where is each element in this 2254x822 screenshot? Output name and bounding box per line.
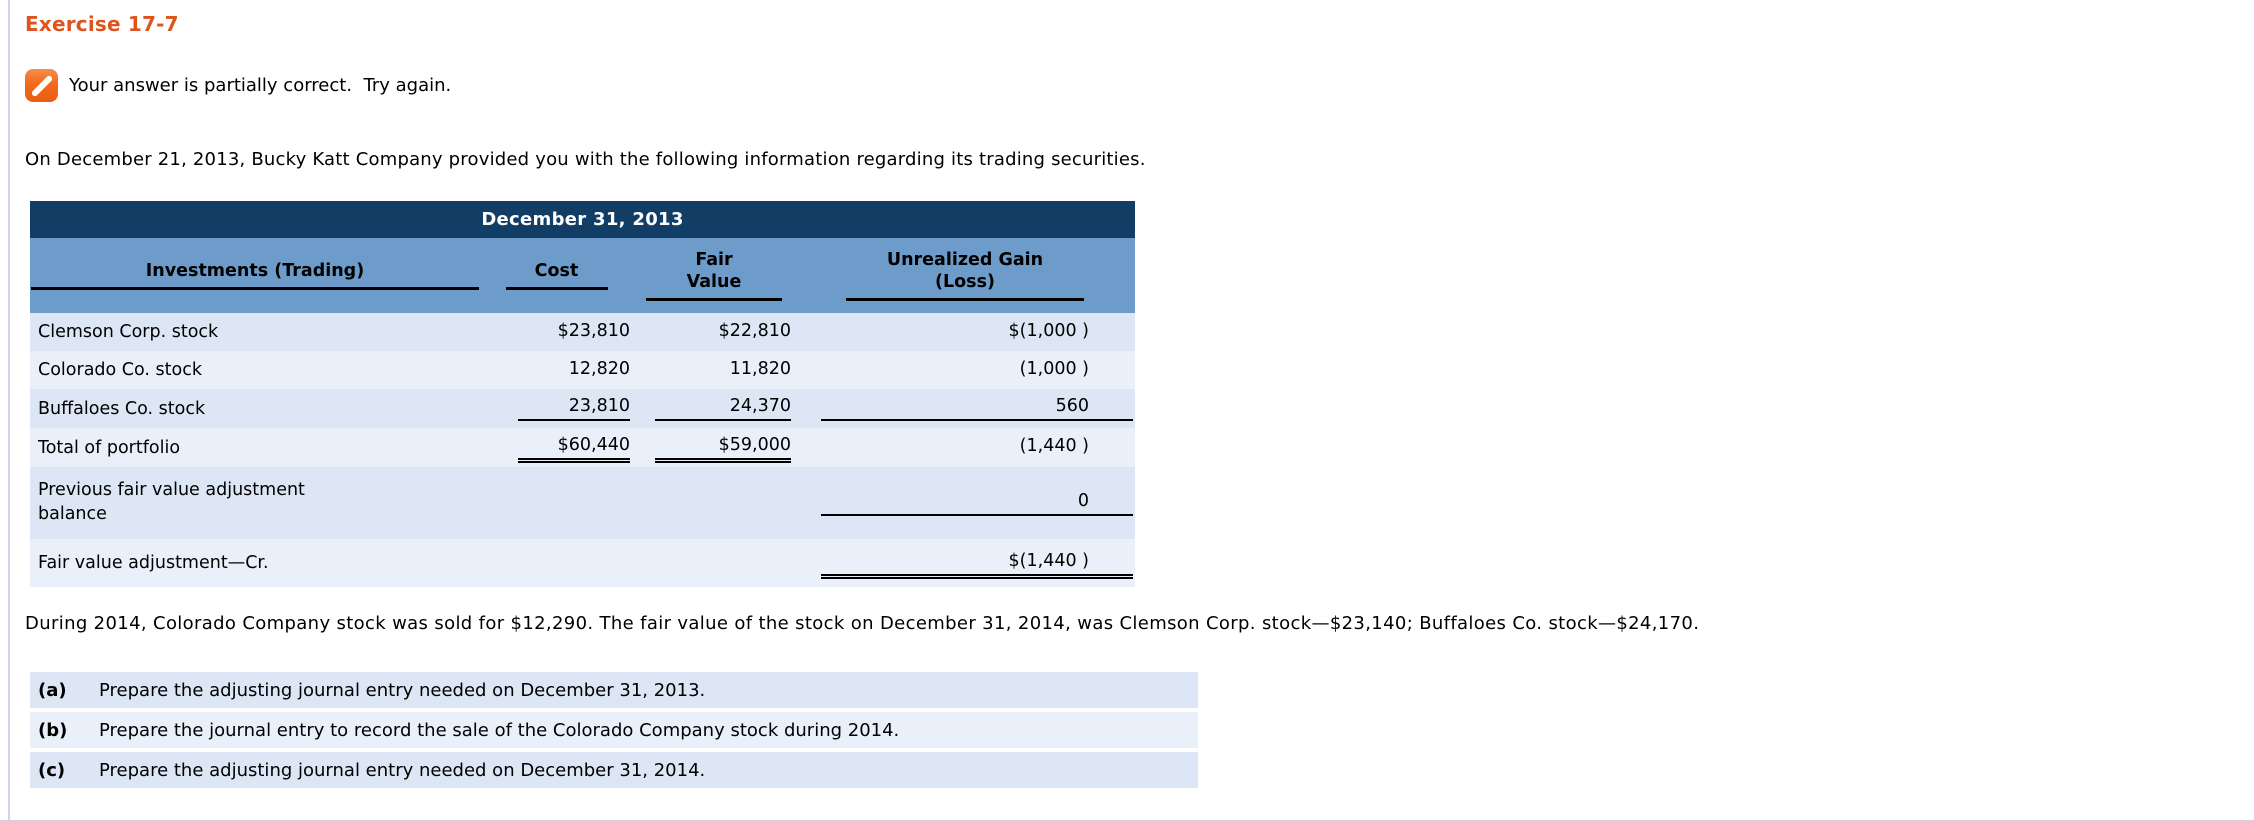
fair-value: $22,810 [633, 313, 795, 351]
fair-value: 11,820 [633, 351, 795, 389]
task-label: (c) [38, 759, 66, 781]
row-label: Fair value adjustment—Cr. [30, 539, 480, 587]
unrealized-value: 0 [795, 467, 1135, 539]
row-label: Clemson Corp. stock [30, 313, 480, 351]
row-label: Previous fair value adjustment balance [30, 467, 480, 539]
task-row-a: (a) Prepare the adjusting journal entry … [30, 672, 1198, 708]
intro-paragraph: On December 21, 2013, Bucky Katt Company… [25, 149, 1146, 170]
table-row-buffaloes: Buffaloes Co. stock 23,810 24,370 560 [30, 389, 1135, 428]
col-header-cost: Cost [480, 238, 633, 313]
task-text: Prepare the adjusting journal entry need… [99, 759, 706, 781]
table-header-row: Investments (Trading) Cost Fair Value Un… [30, 238, 1135, 313]
table-row-total: Total of portfolio $60,440 $59,000 (1,44… [30, 428, 1135, 467]
row-label: Colorado Co. stock [30, 351, 480, 389]
table-row-previous-balance: Previous fair value adjustment balance 0 [30, 467, 1135, 539]
left-border-rule [8, 0, 10, 822]
fair-value [633, 539, 795, 587]
task-label: (a) [38, 679, 67, 701]
unrealized-value: $(1,000 ) [795, 313, 1135, 351]
unrealized-value: (1,440 ) [795, 428, 1135, 467]
table-row-colorado: Colorado Co. stock 12,820 11,820 (1,000 … [30, 351, 1135, 389]
fair-value: $59,000 [633, 428, 795, 467]
unrealized-value: 560 [795, 389, 1135, 428]
task-row-c: (c) Prepare the adjusting journal entry … [30, 752, 1198, 788]
row-label: Buffaloes Co. stock [30, 389, 480, 428]
table-title: December 31, 2013 [30, 201, 1135, 238]
cost-value: $23,810 [480, 313, 633, 351]
table-row-fair-value-adjustment: Fair value adjustment—Cr. $(1,440 ) [30, 539, 1135, 587]
cost-value: 12,820 [480, 351, 633, 389]
table-row-clemson: Clemson Corp. stock $23,810 $22,810 $(1,… [30, 313, 1135, 351]
col-header-fair-value: Fair Value [633, 238, 795, 313]
exercise-content: Exercise 17-7 Your answer is partially c… [25, 12, 2254, 788]
col-header-unrealized: Unrealized Gain (Loss) [795, 238, 1135, 313]
page-title: Exercise 17-7 [25, 12, 179, 36]
narrative-paragraph: During 2014, Colorado Company stock was … [25, 613, 1700, 634]
partial-credit-pencil-icon [25, 69, 58, 102]
task-text: Prepare the adjusting journal entry need… [99, 679, 706, 701]
cost-value: 23,810 [480, 389, 633, 428]
table-title-row: December 31, 2013 [30, 201, 1135, 238]
status-banner: Your answer is partially correct. Try ag… [25, 69, 2254, 102]
row-label: Total of portfolio [30, 428, 480, 467]
cost-value [480, 539, 633, 587]
task-text: Prepare the journal entry to record the … [99, 719, 900, 741]
status-message: Your answer is partially correct. Try ag… [69, 75, 452, 96]
cost-value [480, 467, 633, 539]
bottom-border-rule [0, 820, 2254, 822]
fair-value [633, 467, 795, 539]
cost-value: $60,440 [480, 428, 633, 467]
fair-value: 24,370 [633, 389, 795, 428]
col-header-investments: Investments (Trading) [30, 238, 480, 313]
unrealized-value: $(1,440 ) [795, 539, 1135, 587]
task-label: (b) [38, 719, 68, 741]
tasks-list: (a) Prepare the adjusting journal entry … [30, 672, 1198, 788]
task-row-b: (b) Prepare the journal entry to record … [30, 712, 1198, 748]
pencil-slash-glyph [30, 74, 53, 97]
unrealized-value: (1,000 ) [795, 351, 1135, 389]
securities-table: December 31, 2013 Investments (Trading) … [30, 201, 1135, 587]
